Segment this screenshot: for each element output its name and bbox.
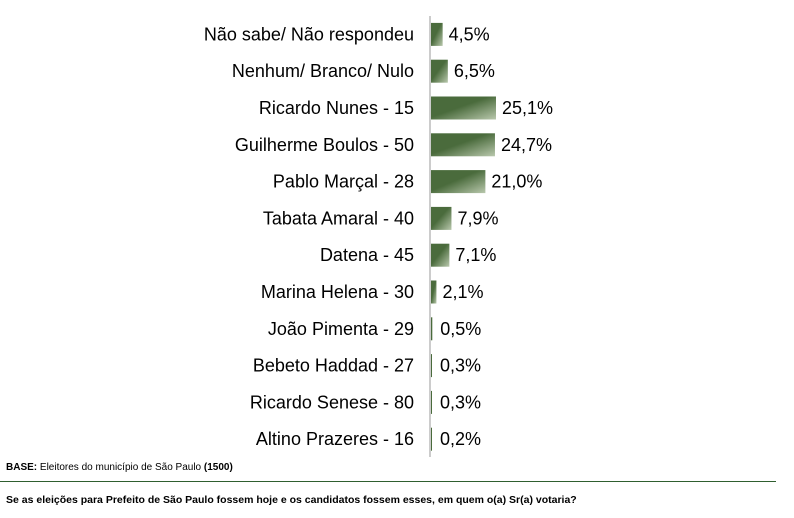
bar xyxy=(431,317,433,341)
category-label: Marina Helena - 30 xyxy=(261,282,414,302)
value-label: 21,0% xyxy=(491,172,542,192)
bar xyxy=(431,96,496,120)
bar xyxy=(431,280,437,304)
bar xyxy=(431,390,432,414)
survey-question: Se as eleições para Prefeito de São Paul… xyxy=(6,494,577,506)
footer-divider xyxy=(0,481,776,482)
category-label: João Pimenta - 29 xyxy=(268,319,414,339)
bar xyxy=(431,170,486,194)
bar xyxy=(431,427,432,451)
value-label: 2,1% xyxy=(442,282,483,302)
base-count: (1500) xyxy=(203,462,233,473)
value-label: 0,3% xyxy=(440,392,481,412)
value-label: 6,5% xyxy=(454,61,495,81)
base-label: BASE: xyxy=(6,462,38,473)
bar xyxy=(431,22,443,46)
bar xyxy=(431,59,448,83)
category-label: Tabata Amaral - 40 xyxy=(263,208,414,228)
bar xyxy=(431,133,495,157)
category-label: Altino Prazeres - 16 xyxy=(256,429,414,449)
category-label: Ricardo Senese - 80 xyxy=(250,392,414,412)
bar xyxy=(431,354,432,378)
value-label: 7,9% xyxy=(457,208,498,228)
base-note: BASE: Eleitores do município de São Paul… xyxy=(6,462,233,473)
value-label: 25,1% xyxy=(502,98,553,118)
base-text: Eleitores do município de São Paulo xyxy=(37,462,204,473)
category-label: Ricardo Nunes - 15 xyxy=(259,98,414,118)
category-label: Bebeto Haddad - 27 xyxy=(253,356,414,376)
bar xyxy=(431,206,452,230)
vote-intention-bar-chart: Não sabe/ Não respondeu 4,5% Nenhum/ Branc… xyxy=(204,16,553,457)
value-label: 24,7% xyxy=(501,135,552,155)
category-label: Datena - 45 xyxy=(320,245,414,265)
category-label: Não sabe/ Não respondeu xyxy=(204,24,414,44)
value-label: 0,5% xyxy=(440,319,481,339)
value-label: 4,5% xyxy=(449,24,490,44)
category-label: Guilherme Boulos - 50 xyxy=(235,135,414,155)
bars-layer: Não sabe/ Não respondeu 4,5% Nenhum/ Branc… xyxy=(204,22,553,451)
bar xyxy=(431,243,450,267)
value-label: 7,1% xyxy=(455,245,496,265)
value-label: 0,2% xyxy=(440,429,481,449)
category-label: Nenhum/ Branco/ Nulo xyxy=(232,61,414,81)
value-label: 0,3% xyxy=(440,356,481,376)
category-label: Pablo Marçal - 28 xyxy=(273,172,414,192)
